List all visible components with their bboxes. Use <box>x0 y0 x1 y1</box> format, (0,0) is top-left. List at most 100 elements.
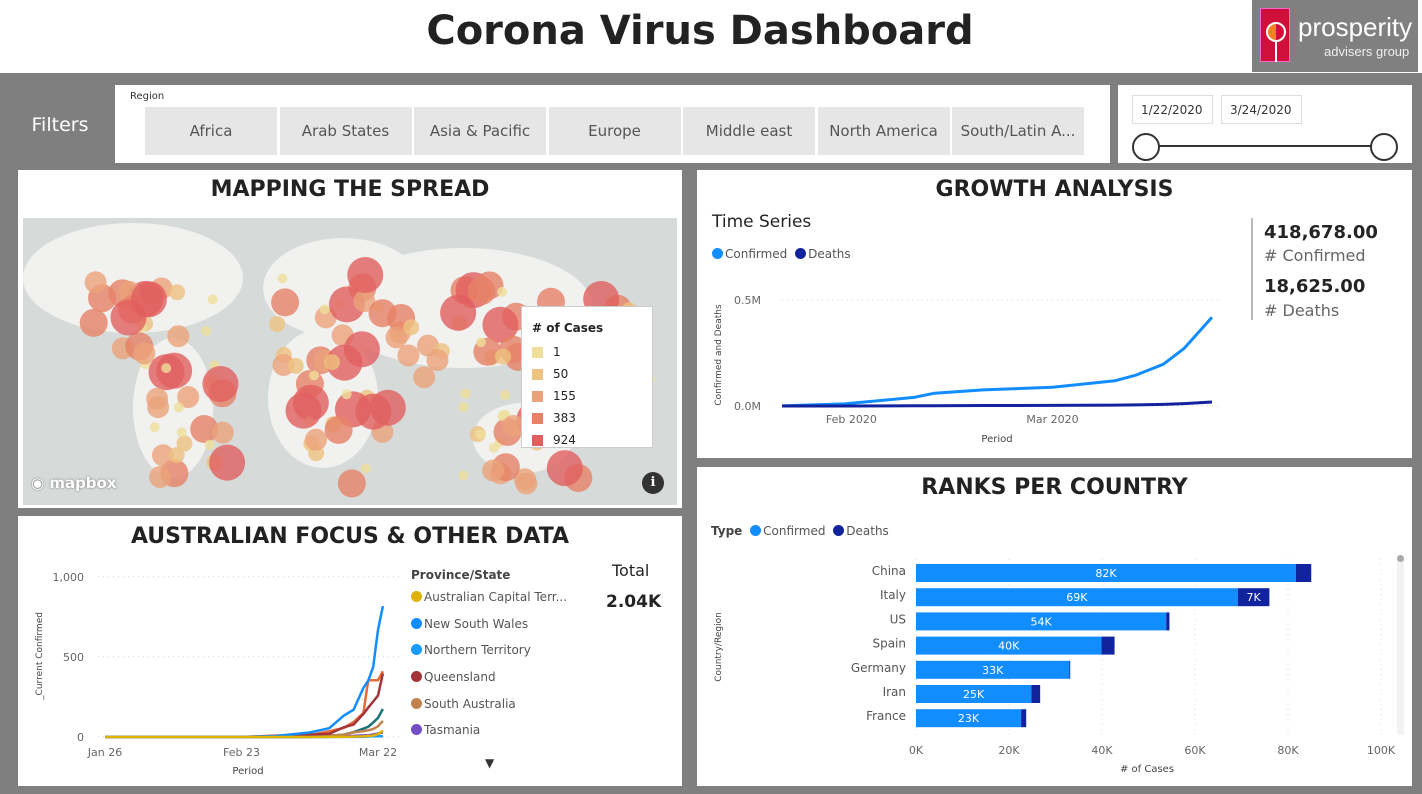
ranks-legend: Type Confirmed Deaths <box>711 524 889 538</box>
case-bubble <box>152 444 175 467</box>
case-bubble <box>497 411 508 422</box>
case-bubble <box>272 354 295 377</box>
y-tick-label: 0 <box>77 731 84 744</box>
legend-swatch <box>532 368 543 380</box>
start-date-handle[interactable] <box>1132 133 1160 161</box>
case-bubble <box>319 304 330 315</box>
kpi-divider <box>1251 218 1253 320</box>
case-bubble <box>211 421 234 444</box>
case-bubble <box>271 288 300 317</box>
case-bubble <box>147 396 170 419</box>
province-legend-item[interactable]: Tasmania <box>411 723 567 750</box>
mapbox-text: mapbox <box>49 474 117 492</box>
series-line <box>105 708 384 739</box>
case-bubble <box>110 299 147 336</box>
total-label: Total <box>612 561 650 580</box>
case-bubble <box>460 388 471 399</box>
x-tick-label: Mar 22 <box>359 746 397 759</box>
info-icon[interactable]: i <box>642 472 664 494</box>
region-button-middle-east[interactable]: Middle east <box>683 107 815 155</box>
legend-label: Northern Territory <box>424 643 531 658</box>
case-bubble <box>413 366 436 389</box>
map-legend-title: # of Cases <box>532 321 604 335</box>
total-value: 2.04K <box>606 592 662 612</box>
x-tick-label: Jan 26 <box>87 746 122 759</box>
logo-subtext: advisers group <box>1324 44 1410 59</box>
date-slider-track[interactable] <box>1146 145 1384 147</box>
case-bubble <box>167 325 190 348</box>
map-title: MAPPING THE SPREAD <box>210 177 490 202</box>
case-bubble <box>324 354 341 371</box>
x-tick-label: 60K <box>1184 744 1206 757</box>
x-axis-title: Period <box>232 766 263 777</box>
region-button-europe[interactable]: Europe <box>548 107 681 155</box>
case-bubble <box>169 284 186 301</box>
end-date-input[interactable]: 3/24/2020 <box>1221 95 1302 124</box>
region-label: Region <box>130 91 165 102</box>
date-range-slicer: 1/22/2020 3/24/2020 <box>1118 85 1412 163</box>
ranks-title: RANKS PER COUNTRY <box>921 475 1188 500</box>
bar-deaths <box>1295 564 1312 582</box>
case-bubble <box>458 470 469 481</box>
region-button-south-latin-a-[interactable]: South/Latin A... <box>952 107 1084 155</box>
case-bubble <box>458 402 469 413</box>
province-legend-item[interactable]: New South Wales <box>411 617 567 644</box>
case-bubble <box>513 468 536 491</box>
data-label: 54K <box>1030 615 1052 628</box>
bar-confirmed <box>916 588 1238 607</box>
bar-deaths <box>1069 660 1071 679</box>
province-legend-item[interactable]: Australian Capital Terr... <box>411 590 567 617</box>
bubble-map[interactable]: # of Cases 1 50 155 383 924 ◉ mapbox i <box>23 218 677 505</box>
category-label: Spain <box>872 637 906 651</box>
ranks-legend-title: Type <box>711 524 743 538</box>
region-button-asia-pacific[interactable]: Asia & Pacific <box>414 107 546 155</box>
case-bubble <box>440 294 477 331</box>
case-bubble <box>176 427 187 438</box>
case-bubble <box>502 414 525 437</box>
map-legend-item: 1 <box>532 345 652 359</box>
legend-label: Tasmania <box>424 723 481 738</box>
legend-label: 50 <box>553 367 569 381</box>
legend-dot <box>411 671 422 683</box>
region-button-arab-states[interactable]: Arab States <box>279 107 412 155</box>
start-date-input[interactable]: 1/22/2020 <box>1132 95 1213 124</box>
case-bubble <box>355 393 392 430</box>
legend-dot <box>411 697 422 709</box>
bar-deaths <box>1101 636 1115 655</box>
mapbox-logo[interactable]: ◉ mapbox <box>31 474 117 492</box>
case-bubble <box>495 348 512 365</box>
province-legend-item[interactable]: Queensland <box>411 670 567 697</box>
legend-scroll-down-icon[interactable]: ▼ <box>485 756 495 770</box>
case-bubble <box>467 277 496 306</box>
bar-deaths <box>1021 709 1027 728</box>
data-label: 82K <box>1095 567 1117 580</box>
case-bubble <box>488 442 499 453</box>
bar-confirmed <box>916 564 1296 582</box>
region-slicer: Region Africa Arab States Asia & Pacific Eu… <box>115 85 1110 163</box>
province-legend-item[interactable]: South Australia <box>411 697 567 724</box>
case-bubble <box>168 446 185 463</box>
growth-panel: GROWTH ANALYSIS Time Series Confirmed De… <box>697 170 1412 458</box>
province-legend-item[interactable]: Northern Territory <box>411 643 567 670</box>
x-tick-label: Feb 2020 <box>826 413 877 426</box>
case-bubble <box>426 349 449 372</box>
region-button-africa[interactable]: Africa <box>145 107 277 155</box>
case-bubble <box>84 271 107 294</box>
ranks-panel: RANKS PER COUNTRY Type Confirmed Deaths … <box>697 467 1412 786</box>
growth-title: GROWTH ANALYSIS <box>935 177 1174 202</box>
legend-label: 924 <box>553 433 576 447</box>
case-bubble <box>337 469 366 498</box>
series-line-confirmed <box>781 316 1214 408</box>
case-bubble <box>546 450 583 487</box>
ranks-scrollbar[interactable] <box>1397 555 1404 735</box>
end-date-handle[interactable] <box>1370 133 1398 161</box>
region-button-north-america[interactable]: North America <box>817 107 950 155</box>
header: Corona Virus Dashboard prosperity advise… <box>0 0 1422 73</box>
data-label: 69K <box>1066 591 1088 604</box>
legend-label: 1 <box>553 345 561 359</box>
bar-confirmed <box>916 709 1022 728</box>
case-bubble <box>79 308 108 337</box>
map-legend-item: 155 <box>532 389 652 403</box>
deaths-legend-dot <box>795 248 807 259</box>
case-bubble <box>202 366 239 403</box>
